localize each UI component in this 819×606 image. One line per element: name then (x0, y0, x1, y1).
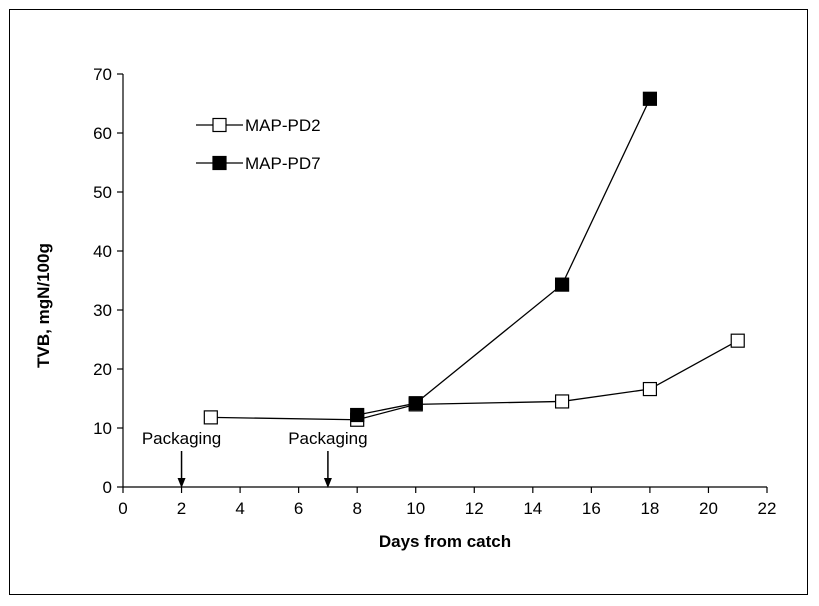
annotation-layer: Packaging Packaging (142, 429, 368, 488)
x-tick-label: 22 (758, 499, 777, 518)
x-tick-label: 8 (352, 499, 361, 518)
y-tick-label: 50 (93, 183, 112, 202)
legend: MAP-PD2 MAP-PD7 (196, 116, 321, 173)
packaging-arrow-head (177, 478, 186, 488)
series-layer (203, 91, 745, 427)
x-tick-label: 2 (177, 499, 186, 518)
y-tick-label: 60 (93, 124, 112, 143)
x-tick-label: 18 (640, 499, 659, 518)
data-point-map-pd2 (554, 394, 570, 409)
y-tick-label: 0 (103, 478, 112, 497)
chart-frame (9, 9, 808, 595)
legend-marker-map-pd7 (212, 155, 227, 171)
x-tick-label: 12 (465, 499, 484, 518)
y-tick-label: 70 (93, 65, 112, 84)
x-tick-label: 4 (235, 499, 244, 518)
data-point-map-pd2 (730, 333, 745, 348)
legend-label-map-pd7: MAP-PD7 (245, 154, 321, 173)
data-point-map-pd7 (642, 91, 658, 106)
y-axis-title: TVB, mgN/100g (34, 243, 53, 368)
y-tick-label: 30 (93, 301, 112, 320)
y-tick-label: 20 (93, 360, 112, 379)
x-tick-label: 14 (523, 499, 542, 518)
x-tick-label: 20 (699, 499, 718, 518)
x-tick-label: 10 (406, 499, 425, 518)
y-tick-label: 40 (93, 242, 112, 261)
data-point-map-pd7 (350, 407, 365, 423)
packaging-arrow-head (323, 478, 332, 488)
x-tick-label: 0 (118, 499, 127, 518)
x-tick-label: 16 (582, 499, 601, 518)
x-axis-ticks: 0 2 4 6 8 10 12 14 16 18 20 22 (118, 487, 776, 518)
y-tick-label: 10 (93, 419, 112, 438)
packaging-annotation-label: Packaging (142, 429, 221, 448)
data-point-map-pd2 (642, 381, 658, 397)
data-point-map-pd2 (203, 410, 218, 425)
series-line-map-pd2 (210, 340, 739, 421)
x-tick-label: 6 (294, 499, 303, 518)
y-axis-ticks: 0 10 20 30 40 50 60 70 (93, 65, 123, 497)
plot-area: 0 2 4 6 8 10 12 14 16 18 20 22 0 10 20 30 40 50 60 70 Pack… (93, 65, 776, 518)
data-point-map-pd7 (408, 396, 423, 411)
packaging-annotation-label: Packaging (288, 429, 367, 448)
legend-label-map-pd2: MAP-PD2 (245, 116, 321, 135)
data-point-map-pd7 (554, 277, 570, 292)
legend-marker-map-pd2 (212, 117, 227, 133)
x-axis-title: Days from catch (379, 532, 511, 551)
series-line-map-pd7 (357, 98, 651, 416)
